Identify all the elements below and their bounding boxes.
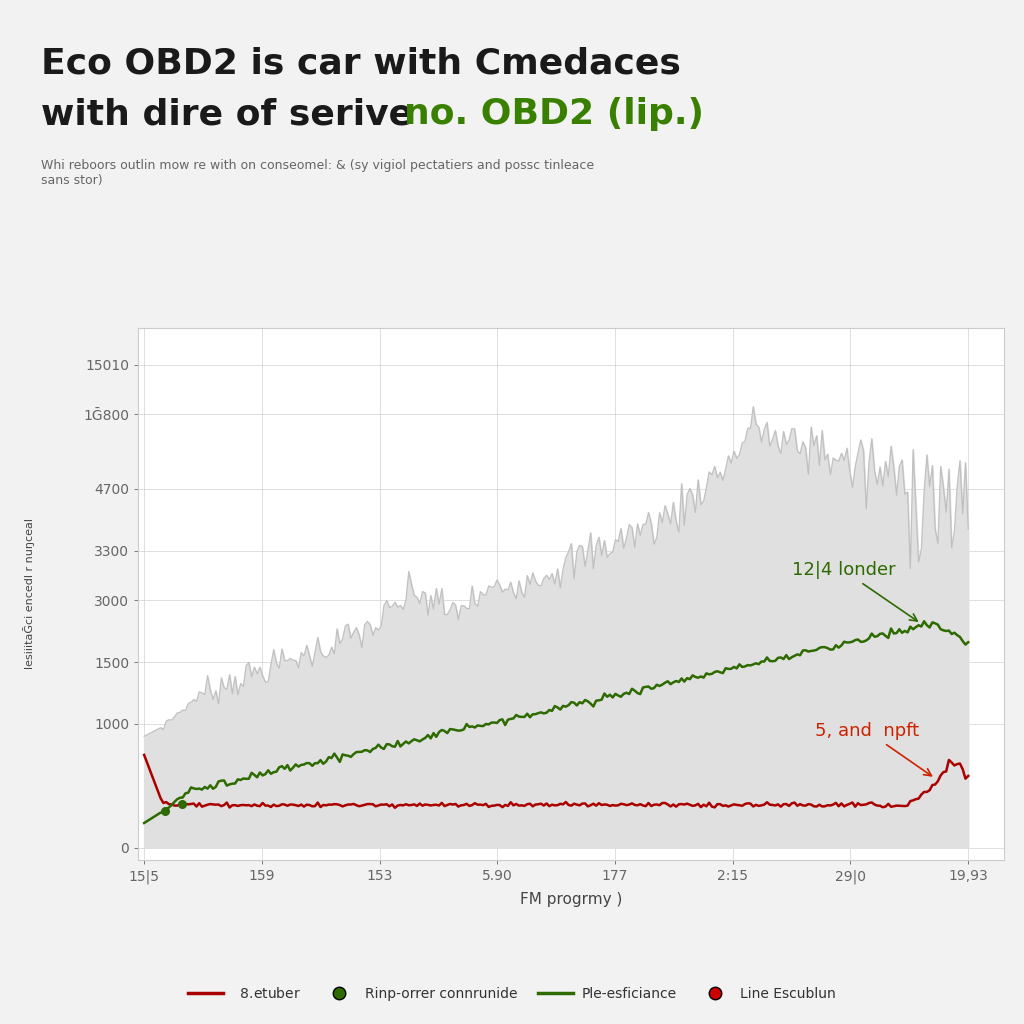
- Legend: $\bf{\ }$ 8.etuber, Rinp-orrer connrunide, Ple-esficiance, Line Escublun: $\bf{\ }$ 8.etuber, Rinp-orrer connrunid…: [182, 981, 842, 1007]
- Text: with dire of serive: with dire of serive: [41, 97, 426, 131]
- Text: no. OBD2 (lip.): no. OBD2 (lip.): [404, 97, 705, 131]
- Point: [174, 797, 190, 813]
- Text: 12|4 londer: 12|4 londer: [792, 561, 918, 621]
- Point: [157, 803, 173, 819]
- X-axis label: FM progrmy ): FM progrmy ): [520, 892, 622, 907]
- Y-axis label: lesiiitaḠci encedl r nuŋceal: lesiiitaḠci encedl r nuŋceal: [23, 518, 35, 670]
- Text: Whi reboors outlin mow re with on conseomel: & (sy vigiol pectatiers and possc t: Whi reboors outlin mow re with on conseo…: [41, 159, 594, 186]
- Text: Eco OBD2 is car with Cmedaces: Eco OBD2 is car with Cmedaces: [41, 46, 681, 80]
- Text: 5, and  npft: 5, and npft: [815, 722, 932, 776]
